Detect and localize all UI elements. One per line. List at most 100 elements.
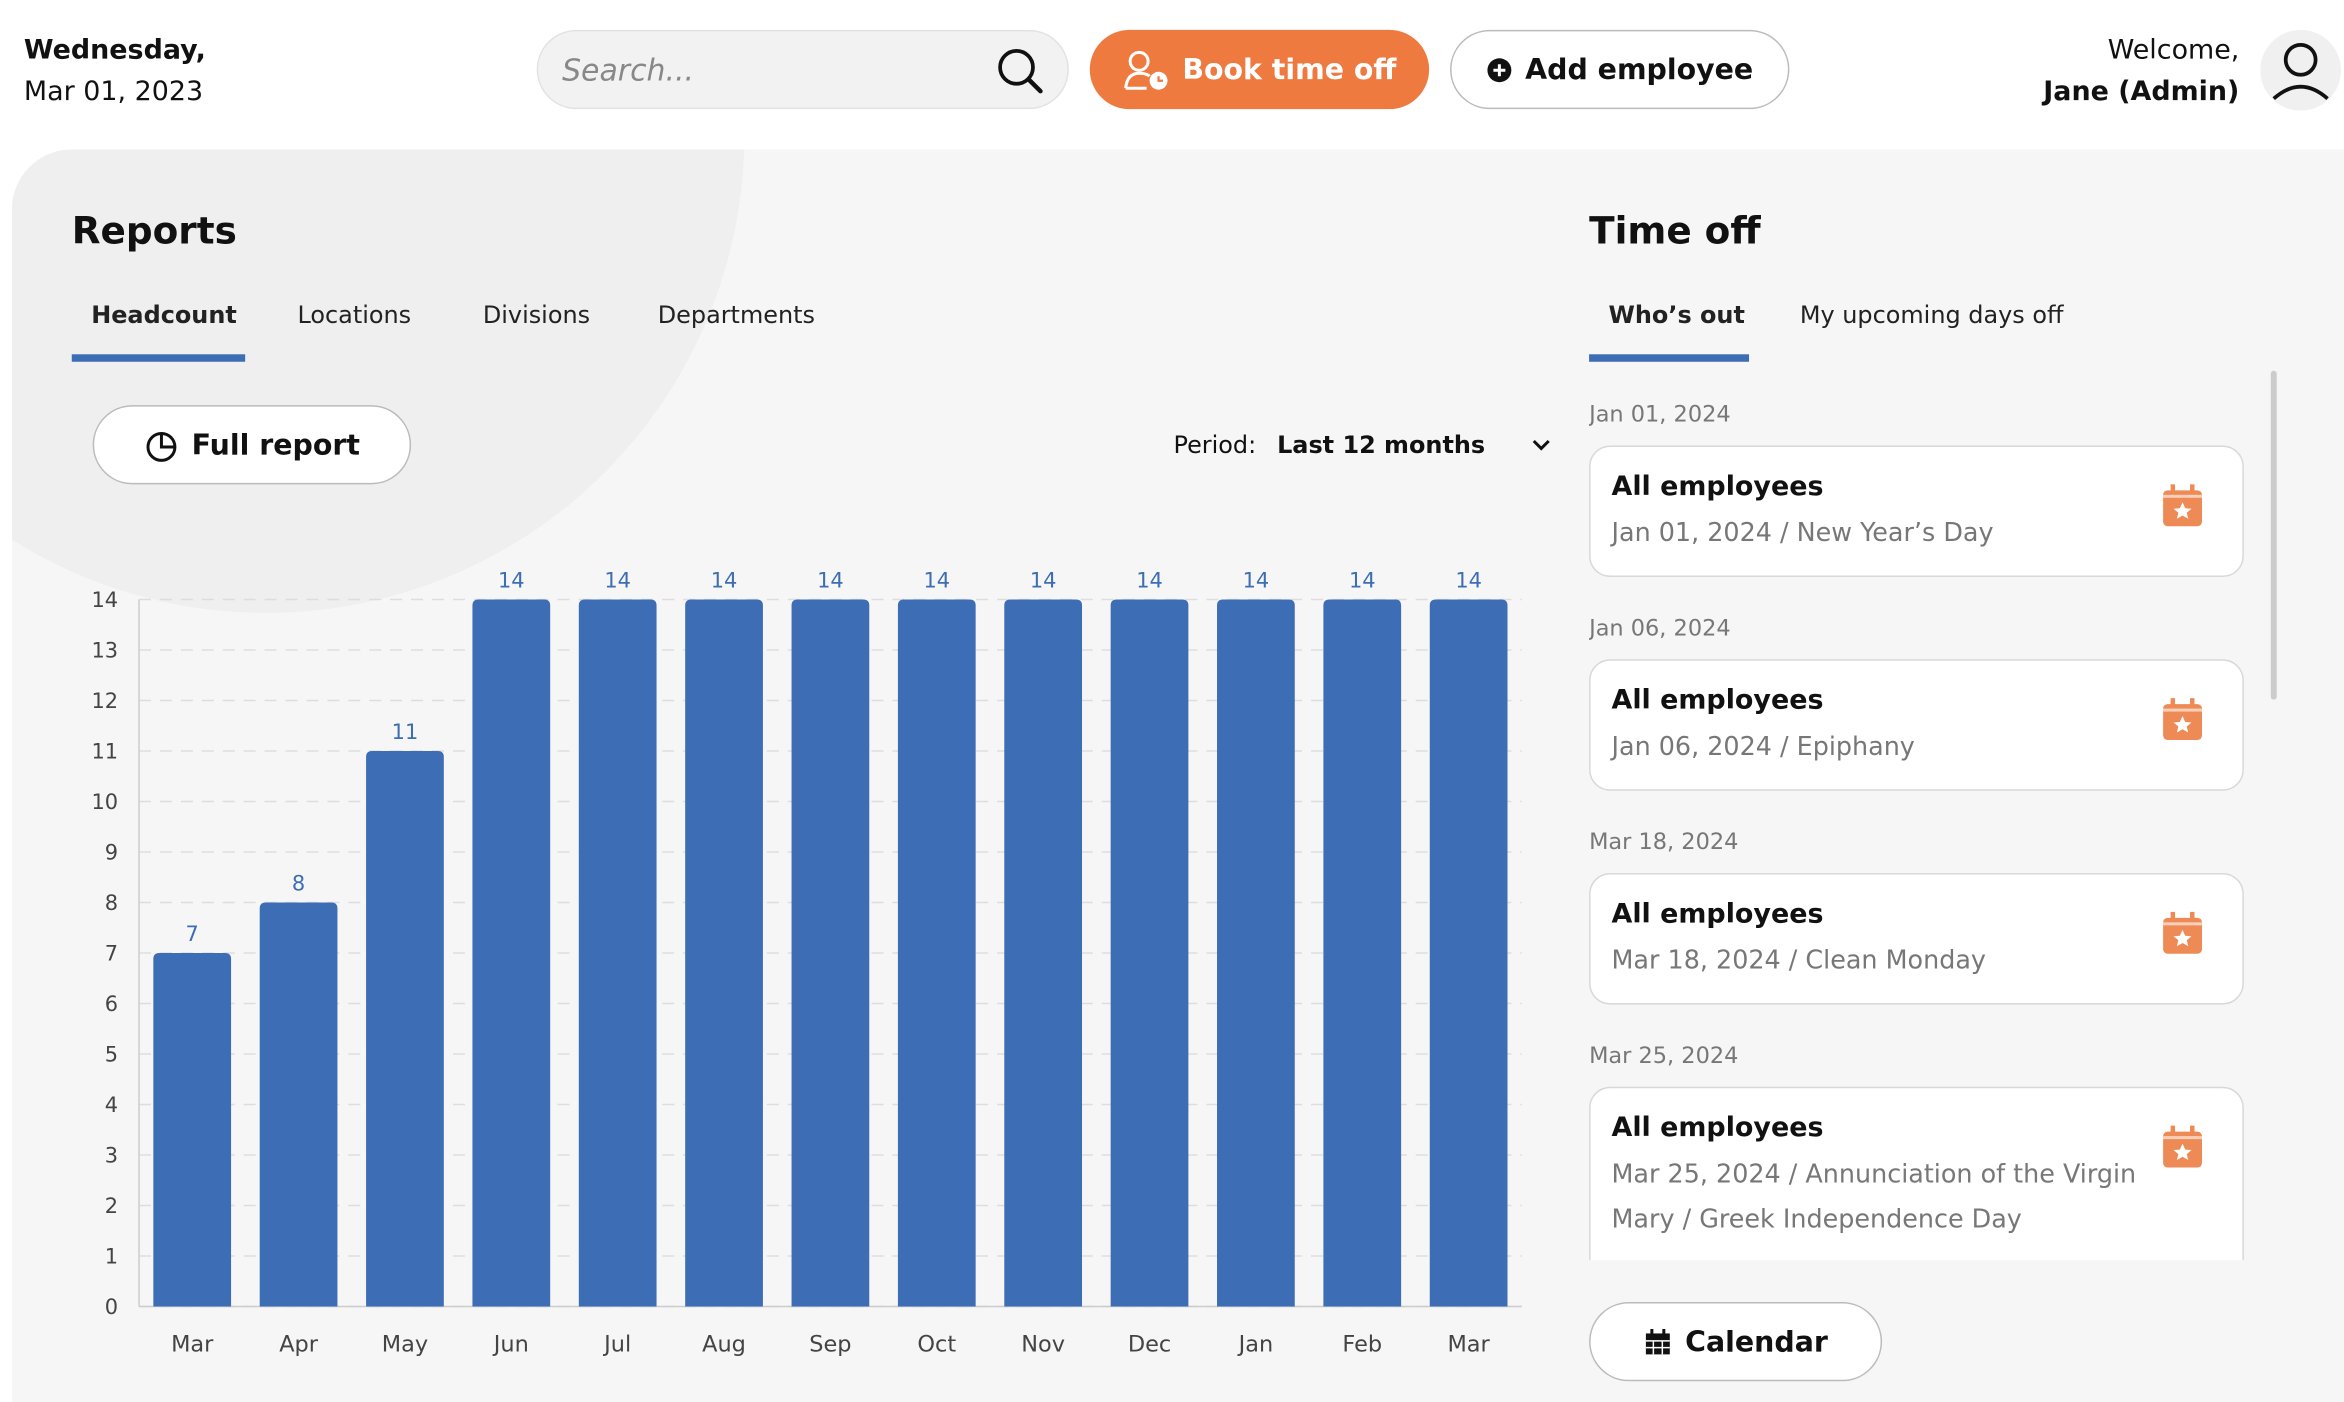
- card-title: All employees: [1611, 898, 1824, 930]
- card-detail: Mar 25, 2024 / Annunciation of the Virgi…: [1611, 1160, 2137, 1235]
- book-time-off-button[interactable]: Book time off: [1089, 29, 1430, 110]
- bar: [578, 599, 657, 1307]
- chart: 01234567891011121314Mar7Apr8May11Jun14Ju…: [91, 568, 1522, 1357]
- y-tick-label: 1: [105, 1245, 118, 1269]
- book-label: Book time off: [1182, 53, 1397, 86]
- x-tick-label: Feb: [1342, 1331, 1382, 1357]
- value-label: 8: [292, 872, 305, 896]
- date-label: Jan 06, 2024: [1589, 614, 1731, 642]
- add-label: Add employee: [1525, 53, 1754, 86]
- card-detail: Jan 06, 2024 / Epiphany: [1611, 732, 1915, 763]
- chevron: [1533, 439, 1551, 450]
- y-tick-label: 6: [105, 992, 118, 1016]
- time-off-card: All employees Jan 01, 2024 / New Year’s D…: [1589, 445, 2244, 578]
- calendar-button[interactable]: Calendar: [1589, 1302, 1883, 1382]
- time-off-card: All employees Mar 18, 2024 / Clean Monday: [1589, 873, 2244, 1005]
- value-label: 14: [1455, 568, 1482, 592]
- x-tick-label: Jul: [602, 1331, 631, 1357]
- time-off-tab[interactable]: Who’s out: [1608, 300, 1745, 329]
- x-tick-label: Sep: [809, 1331, 851, 1357]
- bar: [472, 599, 551, 1307]
- bar: [1429, 599, 1508, 1307]
- book-icon: [1124, 50, 1168, 89]
- card-title: All employees: [1611, 470, 1824, 503]
- date: Wednesday, Mar 01, 2023: [24, 30, 206, 114]
- x-tick-label: Jan: [1237, 1331, 1274, 1357]
- time-off-list: Jan 01, 2024 All employees Jan 01, 2024 / …: [1589, 386, 2284, 1261]
- x-tick-label: Oct: [917, 1331, 956, 1357]
- time-off-card: All employees Mar 25, 2024 / Annunciation…: [1589, 1086, 2244, 1261]
- avatar[interactable]: [2260, 29, 2342, 111]
- bar: [259, 902, 338, 1307]
- report-tab[interactable]: Locations: [297, 300, 412, 329]
- report-tab[interactable]: Divisions: [482, 300, 591, 329]
- report-icon: [146, 431, 177, 462]
- holiday-icon: [2163, 1125, 2202, 1168]
- x-tick-label: Nov: [1021, 1331, 1065, 1357]
- y-tick-label: 5: [105, 1042, 118, 1066]
- bar: [153, 952, 232, 1307]
- period-value: Last 12 months: [1277, 430, 1486, 459]
- period-label: Period:: [1173, 430, 1257, 459]
- tab-indicator: [1589, 354, 1750, 362]
- value-label: 14: [498, 568, 525, 592]
- x-tick-label: Mar: [1447, 1331, 1490, 1357]
- y-tick-label: 2: [105, 1194, 118, 1218]
- plus-icon: [1487, 57, 1512, 82]
- tab-indicator: [71, 354, 246, 362]
- time-off-card: All employees Jan 06, 2024 / Epiphany: [1589, 659, 2244, 791]
- value-label: 14: [1136, 568, 1163, 592]
- bar: [685, 599, 763, 1307]
- full-report-button[interactable]: Full report: [92, 405, 412, 485]
- welcome: Welcome, Jane (Admin): [2043, 30, 2239, 114]
- y-tick-label: 12: [91, 689, 118, 713]
- report-tab[interactable]: Headcount: [91, 300, 237, 329]
- holiday-icon: [2163, 698, 2202, 740]
- x-tick-label: Apr: [279, 1331, 319, 1357]
- value-label: 7: [186, 922, 199, 946]
- time-off-title: Time off: [1589, 209, 1761, 253]
- value-label: 14: [604, 568, 631, 592]
- y-tick-label: 14: [91, 588, 118, 612]
- value-label: 14: [817, 568, 844, 592]
- value-label: 14: [711, 568, 738, 592]
- full-report-label: Full report: [191, 428, 360, 462]
- bar: [1217, 599, 1295, 1307]
- value-label: 11: [392, 720, 419, 744]
- search-box[interactable]: Search...: [536, 29, 1069, 110]
- card-detail: Jan 01, 2024 / New Year’s Day: [1611, 518, 1994, 549]
- holiday-icon: [2163, 484, 2202, 527]
- period[interactable]: Period: Last 12 months: [1173, 430, 1551, 459]
- y-tick-label: 7: [105, 941, 118, 965]
- bar: [1004, 599, 1083, 1307]
- value-label: 14: [1243, 568, 1270, 592]
- date-text: Mar 01, 2023: [23, 76, 204, 108]
- value-label: 14: [923, 568, 950, 592]
- reports-title: Reports: [71, 209, 237, 253]
- calendar-icon: [1646, 1328, 1671, 1354]
- date-day: Wednesday,: [23, 34, 206, 66]
- date-label: Jan 01, 2024: [1589, 400, 1731, 428]
- bar: [791, 599, 870, 1307]
- y-tick-label: 4: [105, 1093, 118, 1117]
- bar: [1110, 599, 1189, 1307]
- search-placeholder: Search...: [562, 52, 694, 89]
- date-label: Mar 18, 2024: [1589, 828, 1739, 856]
- search-icon: [998, 48, 1043, 94]
- y-tick-label: 3: [105, 1143, 118, 1167]
- y-tick-label: 8: [105, 891, 118, 915]
- add-employee-button[interactable]: Add employee: [1450, 29, 1790, 110]
- x-tick-label: Dec: [1128, 1331, 1171, 1357]
- calendar-label: Calendar: [1685, 1325, 1828, 1359]
- y-tick-label: 11: [91, 739, 118, 763]
- bar: [897, 599, 976, 1307]
- holiday-icon: [2163, 911, 2202, 954]
- y-tick-label: 10: [91, 790, 118, 814]
- report-tab[interactable]: Departments: [657, 300, 815, 329]
- x-tick-label: Mar: [171, 1331, 214, 1357]
- time-off-tab[interactable]: My upcoming days off: [1799, 300, 2064, 329]
- card-detail: Mar 18, 2024 / Clean Monday: [1611, 946, 1986, 977]
- user-name: Jane (Admin): [2043, 76, 2240, 108]
